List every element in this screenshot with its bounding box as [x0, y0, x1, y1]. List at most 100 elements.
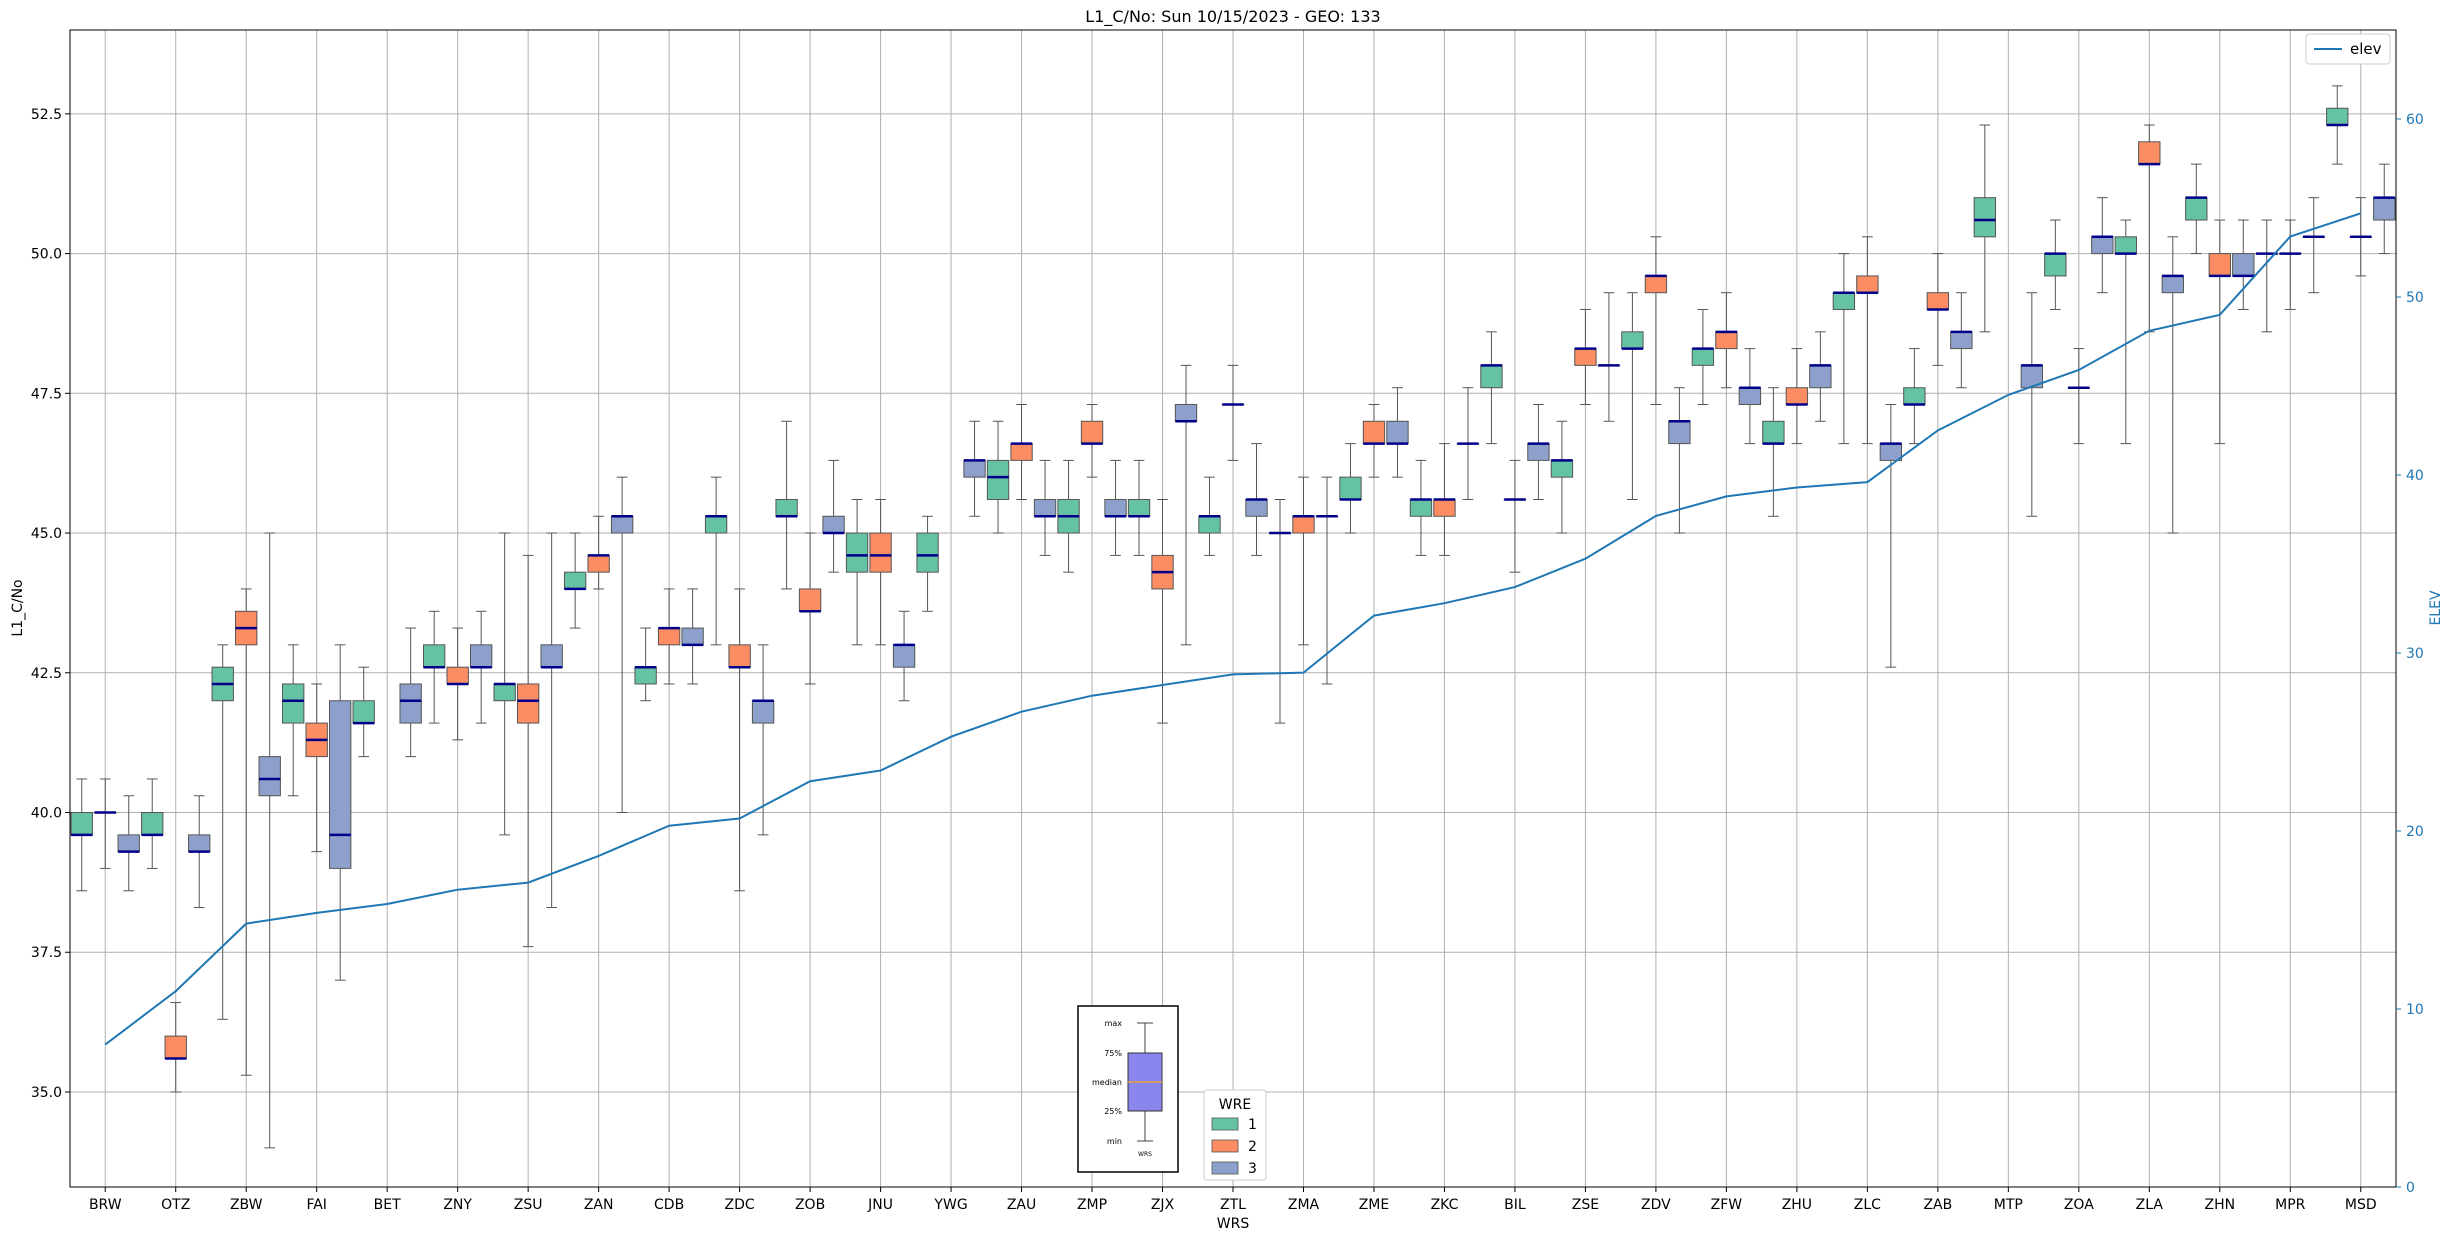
x-tick-label-zan: ZAN: [584, 1197, 614, 1213]
box-body: [1785, 387, 1809, 405]
x-tick-label-zau: ZAU: [1007, 1197, 1036, 1213]
box-jnu-wre2: [869, 499, 892, 646]
y2-tick-label: 60: [2406, 112, 2424, 128]
box-body: [1832, 292, 1856, 310]
box-body: [1691, 348, 1715, 366]
box-body: [329, 700, 352, 869]
box-zdv-wre3: [1668, 387, 1691, 534]
box-zau-wre2: [1010, 403, 1033, 501]
x-tick-label-ywg: YWG: [933, 1197, 967, 1213]
box-msd-wre2: [2349, 197, 2372, 277]
x-tick-label-zfw: ZFW: [1711, 1197, 1743, 1213]
box-zbw-wre3: [258, 532, 281, 1149]
box-body: [2044, 253, 2067, 277]
boxplots: [70, 85, 2396, 1149]
box-jnu-wre3: [892, 610, 916, 702]
box-zhu-wre1: [1762, 387, 1785, 517]
box-key-caption: WRS: [1138, 1151, 1152, 1158]
x-tick-label-zhu: ZHU: [1782, 1197, 1812, 1213]
y-tick-label: 50.0: [31, 247, 62, 263]
grid: [70, 30, 2396, 1187]
box-key-median: median: [1092, 1078, 1122, 1087]
box-zab-wre2: [1926, 253, 1950, 366]
box-zkc-wre2: [1433, 443, 1456, 556]
box-key-q3: 75%: [1104, 1049, 1122, 1058]
box-bet-wre3: [399, 627, 422, 758]
box-zhu-wre3: [1809, 331, 1832, 422]
x-tick-label-fai: FAI: [306, 1197, 326, 1213]
y2-tick-label: 10: [2406, 1002, 2424, 1018]
box-body: [1738, 387, 1762, 405]
box-body: [2326, 107, 2349, 126]
box-ztl-wre1: [1198, 476, 1221, 556]
box-bil-wre2: [1503, 459, 1527, 573]
x-tick-label-jnu: JNU: [867, 1197, 893, 1213]
y2-axis: 0 10 20 30 40 50 60: [2396, 112, 2424, 1196]
box-body: [657, 627, 681, 646]
x-tick-label-otz: OTZ: [161, 1197, 190, 1213]
box-body: [117, 834, 140, 853]
box-body: [2138, 141, 2161, 165]
box-ztl-wre3: [1245, 443, 1268, 556]
box-cdb-wre1: [634, 627, 657, 702]
x-tick-label-bet: BET: [374, 1197, 401, 1213]
y2-tick-label: 0: [2406, 1180, 2415, 1196]
box-body: [258, 756, 281, 797]
box-zab-wre1: [1903, 348, 1926, 445]
y-tick-label: 40.0: [31, 806, 62, 822]
box-brw-wre3: [117, 795, 140, 892]
legend-wre-label-1: 1: [1248, 1117, 1257, 1133]
box-msd-wre1: [2326, 85, 2349, 165]
box-zsu-wre3: [540, 532, 563, 909]
x-tick-label-ztl: ZTL: [1220, 1197, 1246, 1213]
y-axis: 35.0 37.5 40.0 42.5 45.0 47.5 50.0 52.5: [31, 107, 70, 1101]
box-body: [634, 666, 657, 685]
box-key-max: max: [1105, 1019, 1123, 1028]
box-zse-wre2: [1574, 308, 1597, 405]
box-body: [1903, 387, 1926, 405]
box-body: [681, 627, 704, 646]
y2-tick-label: 30: [2406, 646, 2424, 662]
box-body: [916, 532, 939, 573]
box-key-min: min: [1107, 1137, 1122, 1146]
box-body: [164, 1035, 187, 1059]
box-body: [1527, 443, 1550, 461]
box-body: [1339, 476, 1362, 501]
box-zoa-wre2: [2067, 348, 2090, 445]
chart-title: L1_C/No: Sun 10/15/2023 - GEO: 133: [1085, 7, 1380, 27]
legend-wre-swatch-3: [1211, 1161, 1239, 1175]
x-tick-label-zob: ZOB: [795, 1197, 825, 1213]
y-tick-label: 47.5: [31, 386, 62, 402]
x-tick-label-zab: ZAB: [1923, 1197, 1952, 1213]
box-body: [1926, 292, 1950, 310]
box-key-q1: 25%: [1104, 1107, 1122, 1116]
box-body: [2114, 236, 2137, 255]
box-zla-wre1: [2114, 219, 2137, 445]
box-bil-wre3: [1527, 403, 1550, 501]
y2-axis-label: ELEV: [2428, 590, 2444, 625]
box-body: [282, 683, 305, 724]
box-body: [2161, 275, 2184, 294]
box-otz-wre2: [164, 1002, 187, 1093]
box-ywg-wre3: [963, 420, 986, 517]
y-axis-label: L1_C/No: [10, 579, 26, 636]
box-body: [2373, 197, 2396, 221]
box-ywg-wre1: [916, 515, 939, 612]
elev-line: [104, 212, 2362, 1046]
box-zoa-wre1: [2044, 219, 2067, 310]
box-body: [587, 554, 610, 573]
box-mpr-wre1: [2255, 219, 2278, 333]
box-zme-wre3: [1386, 387, 1409, 478]
box-jnu-wre1: [845, 499, 869, 646]
box-body: [352, 700, 375, 724]
x-tick-label-mtp: MTP: [1994, 1197, 2023, 1213]
box-zmp-wre1: [1057, 459, 1080, 573]
box-zlc-wre1: [1832, 253, 1856, 445]
box-zma-wre3: [1315, 476, 1339, 685]
x-tick-label-zny: ZNY: [443, 1197, 472, 1213]
box-body: [2185, 197, 2208, 221]
x-tick-label-zkc: ZKC: [1431, 1197, 1459, 1213]
box-body: [1198, 515, 1221, 534]
box-zma-wre2: [1292, 476, 1315, 646]
